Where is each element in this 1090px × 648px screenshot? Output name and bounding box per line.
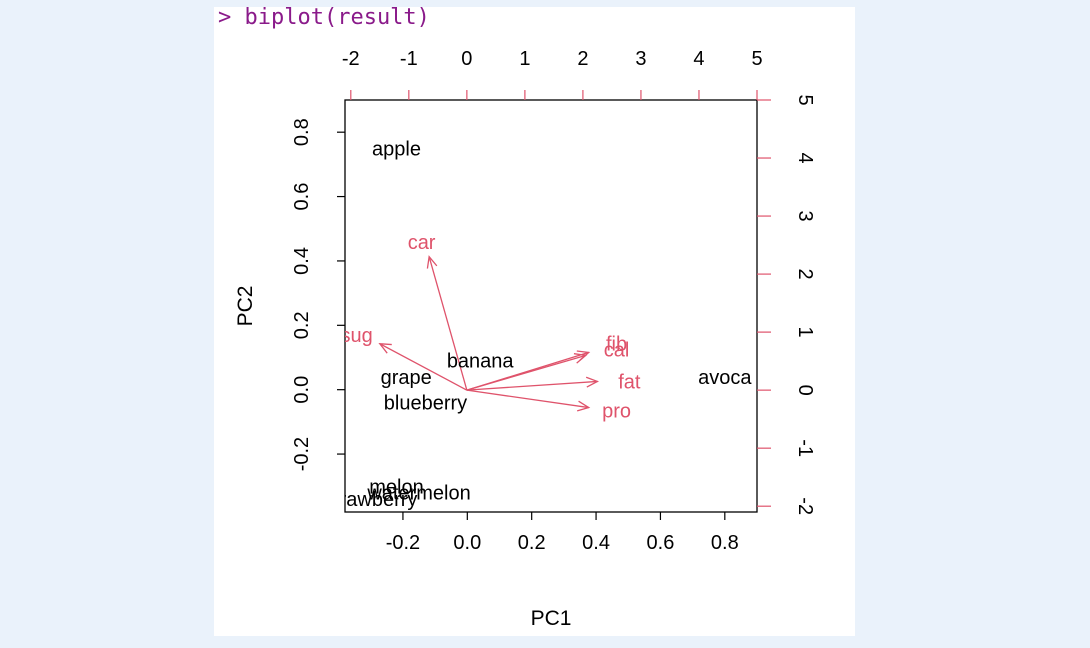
- x-tick-label: 0.6: [647, 532, 675, 554]
- x-tick-label: 0.2: [518, 532, 546, 554]
- observation-labels: apple banana grape blueberry avoca melonwater…: [324, 138, 752, 511]
- x2-tick-label: 4: [693, 48, 704, 70]
- y2-tick-label: -1: [794, 439, 816, 457]
- y-tick-label: -0.2: [291, 437, 313, 471]
- y-tick-label: 0.4: [291, 247, 313, 275]
- y-tick-label: 0.0: [291, 376, 313, 404]
- loading-label-sug: sug: [340, 325, 372, 347]
- y-axis-label: PC2: [234, 286, 257, 327]
- y2-tick-label: 0: [794, 385, 816, 396]
- y2-tick-label: -2: [794, 497, 816, 515]
- loading-label-fat: fat: [618, 371, 641, 393]
- x-axis-label: PC1: [531, 607, 572, 630]
- x2-tick-label: 1: [519, 48, 530, 70]
- y2-tick-label: 1: [794, 327, 816, 338]
- point-label-banana: banana: [447, 351, 515, 373]
- y2-tick-label: 2: [794, 269, 816, 280]
- loading-label-pro: pro: [602, 400, 631, 422]
- loading-label-car: car: [408, 232, 436, 254]
- loading-arrowhead-pro: [577, 400, 591, 412]
- x2-tick-label: -1: [400, 48, 418, 70]
- loading-label-fib: fib: [606, 334, 627, 356]
- y2-tick-label: 4: [794, 152, 816, 163]
- loading-arrowhead-fat: [585, 376, 600, 388]
- loading-arrow-pro: [466, 389, 589, 409]
- x2-tick-label: 2: [577, 48, 588, 70]
- loading-arrow-fat: [466, 380, 598, 391]
- x-axis-top-secondary: -2 -1 0 1 2 3 4 5: [342, 48, 763, 100]
- x-axis-bottom: -0.2 0.0 0.2 0.4 0.6 0.8: [386, 512, 739, 554]
- loading-arrow-sug: [379, 343, 468, 391]
- y2-tick-label: 5: [794, 94, 816, 105]
- x-tick-label: -0.2: [386, 532, 420, 554]
- console-panel: [214, 7, 855, 636]
- point-label-avoca: avoca: [698, 367, 752, 389]
- loading-arrowhead-car: [426, 255, 438, 269]
- y-tick-label: 0.8: [291, 118, 313, 146]
- x-tick-label: 0.4: [582, 532, 610, 554]
- point-label-watermelon: watermelon: [366, 483, 470, 505]
- loading-arrow-cal: [466, 354, 586, 391]
- loading-arrow-car: [428, 256, 468, 391]
- point-label-grape: grape: [381, 367, 432, 389]
- y-tick-label: 0.2: [291, 311, 313, 339]
- x-tick-label: 0.8: [711, 532, 739, 554]
- x2-tick-label: 0: [461, 48, 472, 70]
- x2-tick-label: 3: [635, 48, 646, 70]
- x-tick-label: 0.0: [453, 532, 481, 554]
- console-command-line: > biplot(result): [218, 5, 430, 30]
- y-axis-right-secondary: -2 -1 0 1 2 3 4 5: [757, 94, 816, 515]
- loading-label-cal: cal: [604, 340, 630, 362]
- loading-arrowhead-cal: [573, 353, 588, 364]
- point-label-apple: apple: [372, 138, 421, 160]
- plot-frame: [344, 99, 758, 513]
- x2-tick-label: 5: [751, 48, 762, 70]
- point-label-blueberry: blueberry: [384, 393, 467, 415]
- x2-tick-label: -2: [342, 48, 360, 70]
- point-label-strawberry: strawberry: [324, 489, 417, 511]
- y-axis-left: -0.2 0.0 0.2 0.4 0.6 0.8: [291, 118, 345, 471]
- y-tick-label: 0.6: [291, 183, 313, 211]
- point-label-melon: melon: [369, 476, 423, 498]
- y2-tick-label: 3: [794, 210, 816, 221]
- loading-arrowhead-sug: [378, 342, 392, 354]
